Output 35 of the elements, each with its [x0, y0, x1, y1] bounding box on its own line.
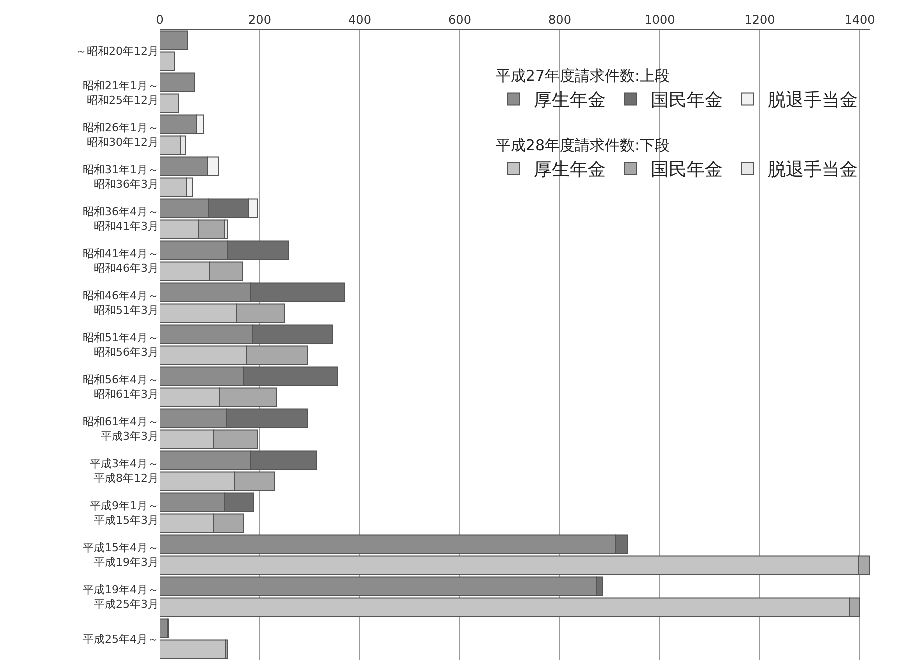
y-tick-label: 平成3年4月～平成8年12月 [90, 458, 159, 485]
y-tick-label: 昭和61年4月～平成3年3月 [83, 416, 159, 443]
y-tick-label: 平成19年4月～平成25年3月 [83, 584, 159, 611]
text: 平成28年度請求件数:下段 [496, 136, 670, 154]
x-tick-label: 1200 [744, 13, 776, 28]
legend-label: 厚生年金 [534, 90, 606, 112]
bar [160, 72, 195, 92]
y-tick-label: 昭和51年4月～昭和56年3月 [83, 332, 159, 359]
x-tick-label: 1400 [844, 13, 876, 28]
y-tick-label: 平成15年4月～平成19年3月 [83, 542, 159, 569]
legend-label: 厚生年金 [534, 160, 606, 181]
y-tick-label: 昭和36年4月～昭和41年3月 [83, 206, 159, 233]
bar [160, 52, 176, 72]
y-tick-label: 昭和56年4月～昭和61年3月 [83, 374, 159, 401]
y-tick-label: 昭和26年1月～昭和30年12月 [83, 122, 159, 149]
x-tick-label: 0 [156, 13, 164, 28]
x-tick-label: 600 [448, 13, 472, 28]
legend-label: 脱退手当金 [768, 90, 858, 112]
legend-label: 国民年金 [650, 160, 723, 181]
text: 平成27年度請求件数:上段 [496, 67, 670, 85]
bar [160, 94, 179, 114]
y-tick-label: 昭和21年1月～昭和25年12月 [83, 80, 159, 107]
x-tick-label: 1000 [644, 13, 676, 28]
bar [160, 640, 226, 660]
y-tick-label: 平成9年1月～平成15年3月 [90, 500, 159, 527]
x-tick-label: 200 [248, 13, 272, 28]
x-tick-label: 400 [348, 13, 372, 28]
legend-label: 脱退手当金 [768, 160, 858, 181]
y-tick-label: 昭和46年4月～昭和51年3月 [83, 290, 159, 317]
y-tick-label: 昭和41年4月～昭和46年3月 [83, 248, 159, 275]
y-tick-label: ～昭和20年12月 [76, 44, 159, 58]
legend-label: 国民年金 [650, 90, 723, 112]
y-tick-label: 昭和31年1月～昭和36年3月 [83, 164, 159, 191]
x-tick-label: 800 [548, 13, 572, 28]
y-tick-label: 平成25年4月～ [83, 632, 159, 646]
